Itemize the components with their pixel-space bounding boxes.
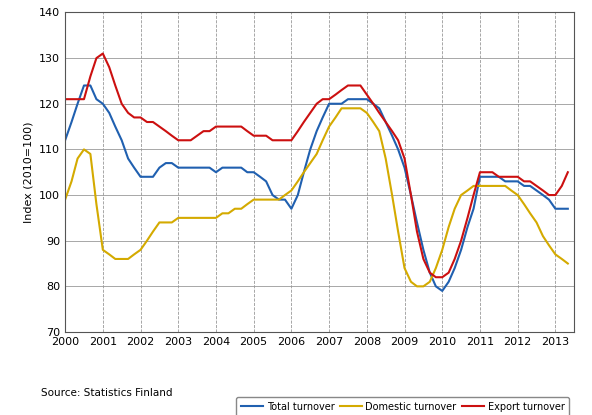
- Total turnover: [483, 174, 490, 179]
- Export turnover: [99, 51, 107, 56]
- Domestic turnover: [483, 183, 490, 188]
- Total turnover: [439, 288, 446, 293]
- Domestic turnover: [338, 106, 345, 111]
- Domestic turnover: [564, 261, 571, 266]
- Total turnover: [345, 97, 352, 102]
- Total turnover: [526, 183, 533, 188]
- Export turnover: [564, 170, 571, 175]
- Total turnover: [508, 179, 515, 184]
- Total turnover: [62, 138, 69, 143]
- Export turnover: [445, 270, 452, 275]
- Export turnover: [345, 83, 352, 88]
- Domestic turnover: [526, 211, 533, 216]
- Domestic turnover: [382, 156, 389, 161]
- Domestic turnover: [62, 197, 69, 202]
- Domestic turnover: [345, 106, 352, 111]
- Export turnover: [432, 275, 439, 280]
- Export turnover: [508, 174, 515, 179]
- Text: Source: Statistics Finland: Source: Statistics Finland: [41, 388, 173, 398]
- Line: Domestic turnover: Domestic turnover: [65, 108, 568, 286]
- Domestic turnover: [413, 284, 420, 289]
- Line: Total turnover: Total turnover: [65, 85, 568, 291]
- Domestic turnover: [508, 188, 515, 193]
- Y-axis label: Index (2010=100): Index (2010=100): [24, 122, 34, 223]
- Export turnover: [526, 179, 533, 184]
- Total turnover: [445, 279, 452, 284]
- Export turnover: [382, 120, 389, 124]
- Total turnover: [81, 83, 88, 88]
- Legend: Total turnover, Domestic turnover, Export turnover: Total turnover, Domestic turnover, Expor…: [236, 397, 570, 415]
- Total turnover: [564, 206, 571, 211]
- Export turnover: [483, 170, 490, 175]
- Export turnover: [62, 97, 69, 102]
- Total turnover: [382, 120, 389, 124]
- Domestic turnover: [445, 225, 452, 229]
- Line: Export turnover: Export turnover: [65, 54, 568, 277]
